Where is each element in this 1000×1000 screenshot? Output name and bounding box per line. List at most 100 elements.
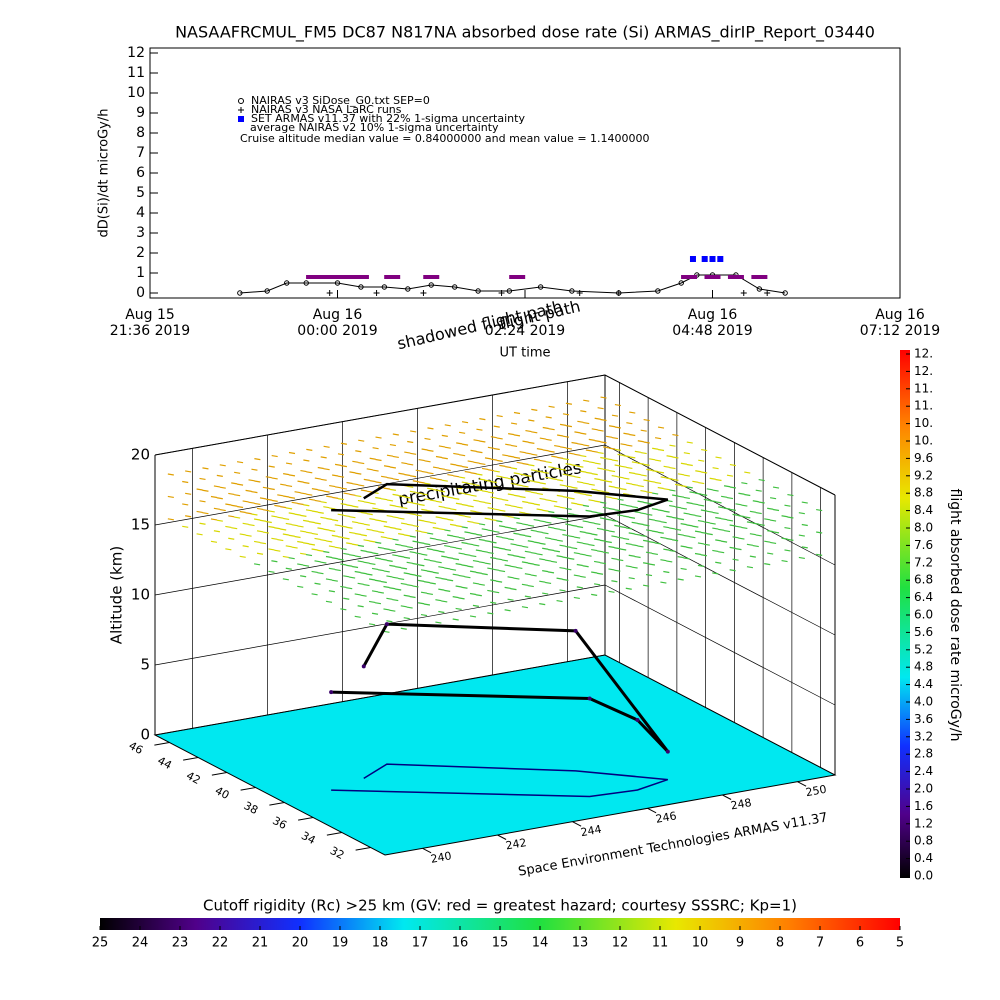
particle-dash [449, 546, 457, 549]
particle-dash [551, 455, 558, 458]
particle-dash [588, 499, 595, 502]
particle-dash [467, 505, 474, 508]
particle-dash [395, 543, 402, 546]
colorbar-tick-label: 5.6 [914, 625, 933, 639]
particle-dash [709, 477, 716, 480]
particle-dash [674, 528, 682, 531]
particle-dash [389, 504, 396, 507]
particle-dash [314, 582, 321, 585]
particle-dash [703, 521, 710, 524]
colorbar-tick-label: 6 [856, 936, 864, 951]
floor [153, 654, 837, 856]
y-tick [154, 742, 170, 746]
particle-dash [568, 452, 575, 455]
particle-dash [539, 437, 546, 440]
particle-dash [435, 500, 443, 503]
particle-dash [721, 518, 728, 521]
particle-dash [764, 563, 771, 566]
particle-dash [417, 602, 425, 605]
particle-dash [528, 464, 535, 467]
particle-dash [478, 500, 486, 504]
particle-dash [577, 420, 584, 423]
particle-dash [421, 470, 428, 474]
particle-dash [608, 469, 616, 473]
legend-label: NAIRAS v3 NASA LaRC runs [251, 103, 402, 116]
particle-dash [770, 541, 777, 545]
particle-dash [496, 475, 503, 478]
particle-dash [464, 515, 471, 518]
particle-dash [550, 560, 558, 563]
particle-dash [438, 566, 445, 569]
particle-dash [185, 492, 192, 495]
particle-dash [444, 506, 451, 510]
particle-dash [772, 531, 780, 534]
point [537, 284, 544, 290]
particle-dash [182, 480, 189, 484]
particle-dash [562, 435, 570, 438]
particle-dash [461, 586, 468, 589]
particle-dash [787, 493, 794, 497]
particle-dash [251, 468, 258, 471]
particle-dash [447, 556, 454, 559]
particle-dash [231, 482, 238, 485]
particle-dash [265, 476, 272, 479]
particle-dash [801, 523, 808, 527]
particle-dash [374, 602, 382, 605]
particle-dash [556, 494, 563, 497]
particle-dash [343, 492, 350, 495]
particle-dash [744, 493, 751, 497]
particle-dash [499, 464, 506, 467]
particle-dash [571, 547, 578, 550]
particle-dash [234, 494, 241, 497]
particle-dash [672, 478, 679, 481]
particle-dash [565, 402, 573, 405]
particle-dash [718, 551, 725, 554]
particle-dash [487, 589, 494, 593]
particle-dash [721, 540, 728, 543]
y-tick-label: 9 [136, 105, 145, 121]
particle-dash [593, 538, 601, 541]
particle-dash [386, 620, 393, 623]
particle-dash [715, 561, 722, 564]
particle-dash [325, 555, 333, 559]
particle-dash [311, 532, 318, 536]
particle-dash [294, 491, 301, 494]
particle-dash [403, 534, 411, 537]
particle-dash [334, 568, 341, 572]
particle-dash [527, 502, 535, 505]
point [717, 256, 724, 262]
particle-dash [487, 446, 494, 449]
particle-dash [323, 528, 330, 531]
particle-dash [386, 454, 394, 457]
particle-dash [591, 450, 598, 453]
particle-dash [490, 458, 497, 461]
particle-dash [588, 521, 595, 524]
y-tick-label: 42 [184, 769, 202, 787]
particle-dash [715, 478, 722, 482]
particle-dash [291, 501, 298, 504]
colorbar [900, 350, 910, 878]
particle-dash [588, 461, 595, 464]
point [764, 290, 771, 296]
particle-dash [663, 510, 670, 513]
particle-dash [642, 584, 650, 587]
particle-dash [202, 467, 209, 470]
particle-dash [553, 550, 560, 553]
particle-dash [297, 525, 304, 528]
particle-dash [493, 508, 500, 511]
particle-dash [213, 530, 220, 533]
particle-dash [626, 466, 633, 470]
particle-dash [432, 466, 440, 469]
path-point [573, 628, 578, 633]
particle-dash [617, 514, 624, 517]
particle-dash [694, 530, 702, 533]
particle-dash [314, 499, 321, 503]
particle-dash [256, 530, 264, 533]
particle-dash [772, 486, 780, 489]
particle-dash [530, 491, 538, 494]
point [337, 275, 354, 279]
particle-dash [449, 568, 457, 571]
particle-dash [533, 518, 540, 522]
particle-dash [412, 480, 419, 483]
particle-dash [409, 551, 416, 554]
